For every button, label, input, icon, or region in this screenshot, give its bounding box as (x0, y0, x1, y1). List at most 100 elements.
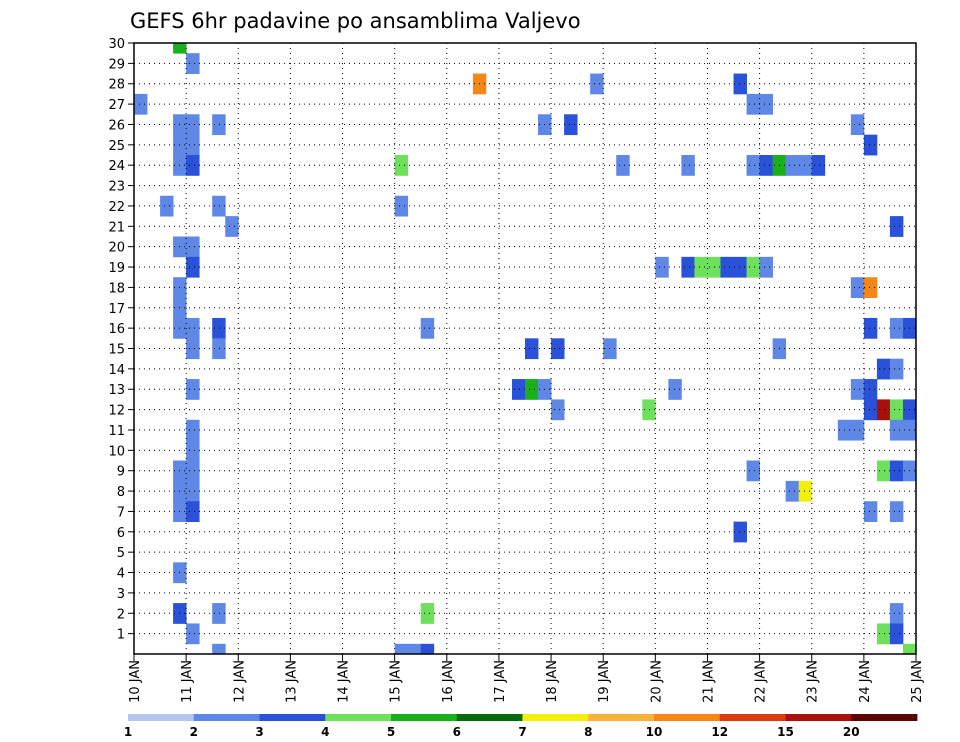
cells-layer (134, 43, 917, 655)
precip-cell (889, 460, 904, 482)
precip-cell (889, 501, 904, 523)
legend-swatch (193, 714, 260, 721)
precip-cell (525, 338, 539, 360)
y-tick-label: 17 (108, 302, 125, 317)
legend-label: 8 (584, 725, 592, 739)
precip-cell (720, 256, 734, 278)
y-tick-label: 16 (108, 322, 125, 337)
x-tick-label: 13 JAN (284, 660, 299, 703)
precip-cell (590, 73, 604, 95)
y-tick-label: 3 (117, 587, 125, 602)
precip-cell (212, 114, 226, 136)
precip-cell (186, 155, 200, 176)
x-tick-label: 25 JAN (910, 660, 925, 703)
precip-cell (759, 93, 774, 115)
y-tick-label: 10 (108, 444, 125, 459)
precip-cell (759, 256, 774, 278)
precip-cell (212, 317, 226, 339)
precip-cell (186, 501, 200, 523)
legend-swatch (522, 714, 589, 721)
y-tick-label: 6 (117, 526, 125, 541)
precip-cell (420, 643, 435, 655)
precip-cell (850, 419, 865, 441)
precip-cell (420, 317, 435, 339)
precip-cell (186, 419, 200, 441)
precip-cell (134, 93, 148, 115)
precip-cell (212, 338, 226, 360)
legend-label: 10 (646, 725, 663, 739)
precip-cell (811, 155, 826, 176)
y-tick-label: 11 (108, 424, 125, 439)
precip-cell (511, 379, 526, 400)
x-tick-label: 17 JAN (493, 660, 508, 703)
x-tick-label: 21 JAN (701, 660, 716, 703)
precip-cell (746, 155, 760, 176)
legend-swatch (654, 714, 721, 721)
legend-swatch (588, 714, 655, 721)
x-tick-label: 16 JAN (441, 660, 456, 703)
precip-cell (876, 399, 891, 421)
precip-cell (394, 155, 409, 176)
precip-cell (616, 155, 630, 176)
precip-cell (785, 480, 800, 502)
legend-label: 4 (321, 725, 329, 739)
precip-cell (186, 53, 200, 74)
y-tick-label: 19 (108, 261, 125, 276)
precip-cell (681, 256, 695, 278)
precip-cell (733, 256, 747, 278)
precip-cell (889, 603, 904, 624)
precip-cell (212, 603, 226, 624)
y-tick-label: 24 (108, 159, 125, 174)
y-tick-label: 29 (108, 57, 125, 72)
precip-cell (876, 623, 891, 645)
precip-cell (889, 399, 904, 421)
y-tick-label: 27 (108, 98, 125, 113)
precip-cell (186, 440, 200, 461)
x-tick-label: 19 JAN (597, 660, 612, 703)
y-tick-label: 25 (108, 139, 125, 154)
precip-cell (876, 460, 891, 482)
precip-cell (733, 521, 747, 543)
precip-cell (889, 623, 904, 645)
precip-cell (863, 501, 878, 523)
precip-cell (186, 623, 200, 645)
x-tick-label: 14 JAN (337, 660, 352, 703)
x-tick-label: 12 JAN (232, 660, 247, 703)
legend-swatch (391, 714, 458, 721)
y-tick-label: 8 (117, 485, 125, 500)
legend-label: 3 (255, 725, 263, 739)
legend-swatch (325, 714, 392, 721)
precip-cell (785, 155, 800, 176)
x-tick-label: 23 JAN (806, 660, 821, 703)
y-tick-label: 12 (108, 404, 125, 419)
precip-cell (564, 114, 578, 136)
precip-cell (863, 379, 878, 400)
legend-label: 6 (453, 725, 461, 739)
precip-cell (420, 603, 435, 624)
legend-swatch (128, 714, 195, 721)
x-tick-label: 20 JAN (649, 660, 664, 703)
y-tick-label: 26 (108, 118, 125, 133)
precip-cell (863, 317, 878, 339)
precip-cell (746, 256, 760, 278)
y-tick-label: 20 (108, 241, 125, 256)
precip-cell (850, 379, 865, 400)
precip-cell (551, 399, 565, 421)
y-tick-label: 4 (117, 567, 125, 582)
y-tick-label: 5 (117, 546, 125, 561)
precip-cell (186, 236, 200, 258)
y-tick-label: 9 (117, 465, 125, 480)
precip-cell (186, 114, 200, 136)
chart-title: GEFS 6hr padavine po ansamblima Valjevo (130, 9, 581, 33)
y-tick-label: 15 (108, 343, 125, 358)
precip-cell (173, 43, 187, 54)
legend-label: 7 (518, 725, 526, 739)
x-tick-label: 15 JAN (389, 660, 404, 703)
y-tick-label: 2 (117, 607, 125, 622)
precip-cell (863, 134, 878, 156)
precip-cell (186, 317, 200, 339)
precip-cell (798, 480, 813, 502)
legend-swatch (259, 714, 326, 721)
precip-cell (186, 460, 200, 482)
